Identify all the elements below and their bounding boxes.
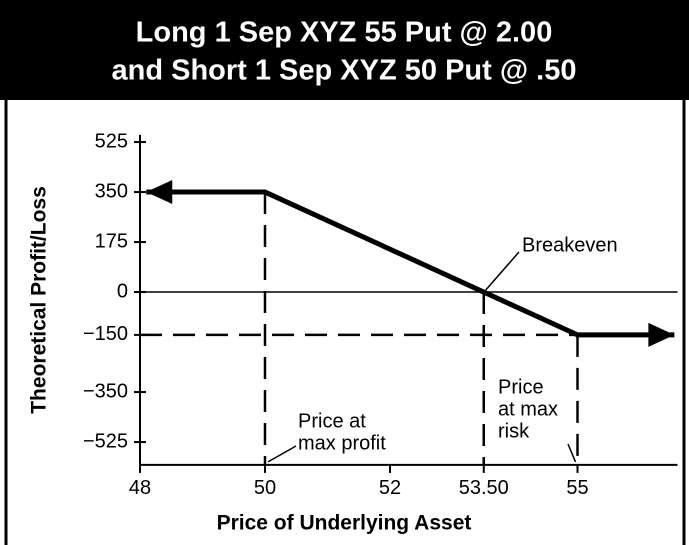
y-tick-label: −350 <box>83 380 128 402</box>
annotation: at max <box>498 398 558 420</box>
payoff-line <box>146 189 675 338</box>
leader-line <box>267 445 297 463</box>
x-axis-label: Price of Underlying Asset <box>217 512 472 535</box>
chart-title: and Short 1 Sep XYZ 50 Put @ .50 <box>111 55 576 87</box>
annotation: Price <box>498 376 544 398</box>
y-tick-label: −525 <box>83 430 128 452</box>
leader-line <box>567 443 577 463</box>
y-tick-label: 175 <box>95 230 128 252</box>
annotation: risk <box>498 420 530 442</box>
arrowhead <box>146 180 173 205</box>
y-tick-label: 525 <box>95 130 128 152</box>
annotation: max profit <box>298 432 386 454</box>
y-axis-label: Theoretical Profit/Loss <box>28 186 51 414</box>
x-tick-label: 48 <box>129 477 151 499</box>
y-tick-label: 0 <box>117 280 128 302</box>
title-band <box>0 0 689 100</box>
x-tick-label: 50 <box>254 477 276 499</box>
x-tick-label: 55 <box>566 477 588 499</box>
x-tick-label: 53.50 <box>459 477 509 499</box>
arrowhead <box>648 322 675 347</box>
x-tick-label: 52 <box>379 477 401 499</box>
leader-line <box>485 251 520 291</box>
y-tick-label: −150 <box>83 323 128 345</box>
chart-title: Long 1 Sep XYZ 55 Put @ 2.00 <box>136 17 553 49</box>
y-tick-label: 350 <box>95 180 128 202</box>
annotation: Price at <box>298 410 366 432</box>
annotation: Breakeven <box>522 234 618 256</box>
